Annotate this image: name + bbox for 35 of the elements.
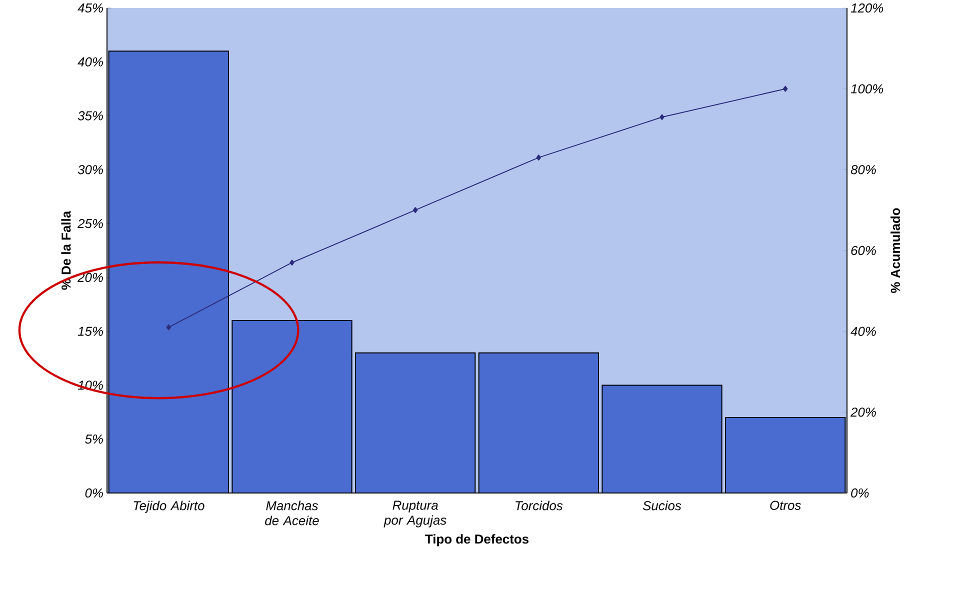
y2-tick-label: 20% — [850, 408, 876, 417]
x-tick-label: Sucios — [642, 500, 682, 510]
x-tick-label: Manchas de Aceite — [265, 500, 319, 526]
y-tick-label: 35% — [78, 111, 103, 120]
x-tick-label: Tejido Abirto — [134, 500, 204, 513]
bar — [356, 352, 476, 493]
bar — [725, 417, 846, 493]
bar — [478, 352, 598, 493]
y-tick-label: 40% — [78, 57, 103, 66]
bar — [232, 320, 352, 493]
y2-tick-label: 0% — [851, 488, 869, 498]
bar — [108, 51, 228, 493]
point — [660, 114, 664, 120]
y2-tick-label: 120% — [850, 3, 884, 13]
x-tick-label: Torcidos — [516, 500, 563, 510]
point — [782, 86, 788, 92]
bar — [602, 385, 722, 493]
y-tick-label: 45% — [78, 3, 103, 13]
point — [166, 324, 172, 330]
point — [536, 154, 542, 161]
x-axis-title: Tipo de Defectos — [425, 534, 529, 546]
y2-axis-title: % Acumulado — [890, 208, 900, 293]
y-tick-label: 0% — [85, 488, 103, 498]
y-tick-label: 5% — [85, 434, 103, 444]
y2-tick-label: 40% — [850, 326, 876, 336]
y-tick-label: 30% — [78, 165, 103, 174]
point — [290, 260, 294, 266]
x-tick-label: Ruptura por Agujas — [384, 500, 446, 528]
x-tick-label: Otros — [770, 500, 801, 510]
y-tick-label: 25% — [77, 218, 103, 228]
y2-tick-label: 80% — [850, 165, 876, 174]
y2-tick-label: 100% — [850, 84, 884, 94]
point — [412, 207, 418, 214]
y-tick-label: 15% — [78, 326, 103, 336]
y2-tick-label: 60% — [851, 246, 876, 256]
